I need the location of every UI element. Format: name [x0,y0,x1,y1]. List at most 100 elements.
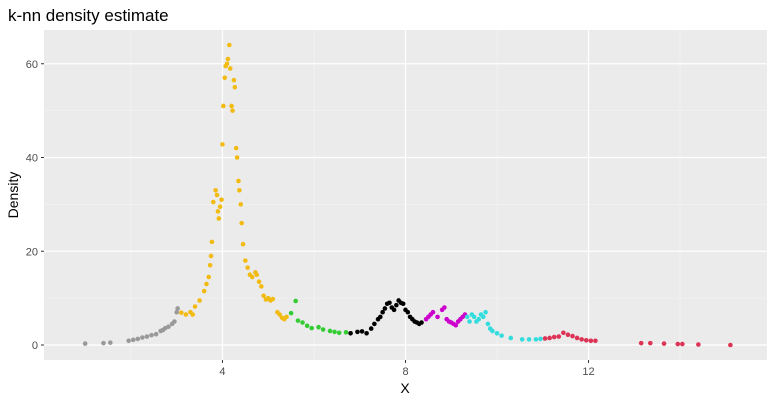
data-point [209,239,215,245]
y-tick-label: 60 [26,59,38,71]
data-point [696,342,701,347]
axis-ticks: 4 8 12 0 20 40 60 [26,59,595,378]
data-point [126,338,131,344]
data-point [229,103,234,109]
data-point [174,309,179,315]
data-point [108,340,113,345]
data-point [327,328,333,334]
data-point [190,312,196,317]
x-tick-label: 12 [582,366,594,378]
data-point [216,216,222,221]
data-point [219,197,224,202]
data-point [405,309,411,315]
data-point [485,321,491,327]
data-point [561,330,566,336]
data-point [153,331,159,337]
data-point [400,301,406,307]
data-point [728,342,733,348]
data-point [215,209,221,214]
data-point [490,328,495,334]
data-point [430,309,436,315]
data-point [588,338,594,344]
data-point [259,284,264,289]
y-tick-label: 20 [26,246,38,258]
data-point [224,61,230,67]
data-point [227,66,233,71]
data-point [526,337,532,342]
data-point [277,312,282,317]
data-point [675,341,681,347]
data-point [368,326,374,331]
data-point [249,274,255,280]
data-point [254,272,260,277]
data-point [382,306,388,311]
data-point [243,258,248,263]
data-points [82,42,733,348]
data-point [140,335,145,340]
data-point [166,324,171,330]
data-point [201,288,207,294]
data-point [232,84,238,90]
data-point [130,337,136,343]
data-point [593,338,598,344]
data-point [499,333,504,338]
data-point [300,320,305,325]
data-point [348,330,353,336]
data-point [556,334,562,339]
data-point [178,310,184,315]
data-point [207,263,213,268]
data-point [372,321,377,327]
data-point [293,298,298,304]
data-point [435,314,440,320]
data-point [551,334,557,340]
data-point [442,305,447,310]
data-point [231,77,237,83]
x-tick-label: 4 [219,366,225,378]
data-point [494,330,500,336]
data-point [234,155,240,160]
x-tick-label: 8 [402,366,408,378]
data-point [230,108,235,113]
y-tick-label: 0 [32,340,38,352]
data-point [364,330,369,336]
data-point [480,314,486,320]
data-point [211,199,216,205]
data-point [359,329,365,334]
data-point [221,103,226,109]
data-point [547,335,552,341]
data-point [227,42,232,48]
data-point [343,330,349,335]
data-point [261,293,266,299]
data-point [270,296,276,302]
data-point [288,310,294,316]
data-point [648,340,653,346]
data-point [519,337,525,342]
data-point [213,188,218,193]
data-point [538,336,543,342]
data-point [204,281,209,287]
data-point [284,314,289,320]
data-point [570,333,575,339]
data-point [453,323,459,328]
data-point [574,335,580,341]
data-point [320,327,326,332]
data-point [208,253,214,259]
data-point [391,307,397,313]
data-point [206,274,212,280]
data-point [355,329,360,335]
data-point [245,265,250,270]
data-point [583,338,589,343]
data-point [680,341,685,347]
data-point [533,337,539,342]
data-point [378,314,383,320]
data-point [309,325,314,331]
data-point [225,56,231,62]
data-point [419,320,424,325]
data-point [217,204,223,210]
data-point [236,178,241,184]
data-point [149,332,154,338]
data-point [304,323,310,329]
grid-lines [44,30,767,360]
data-point [192,304,198,309]
